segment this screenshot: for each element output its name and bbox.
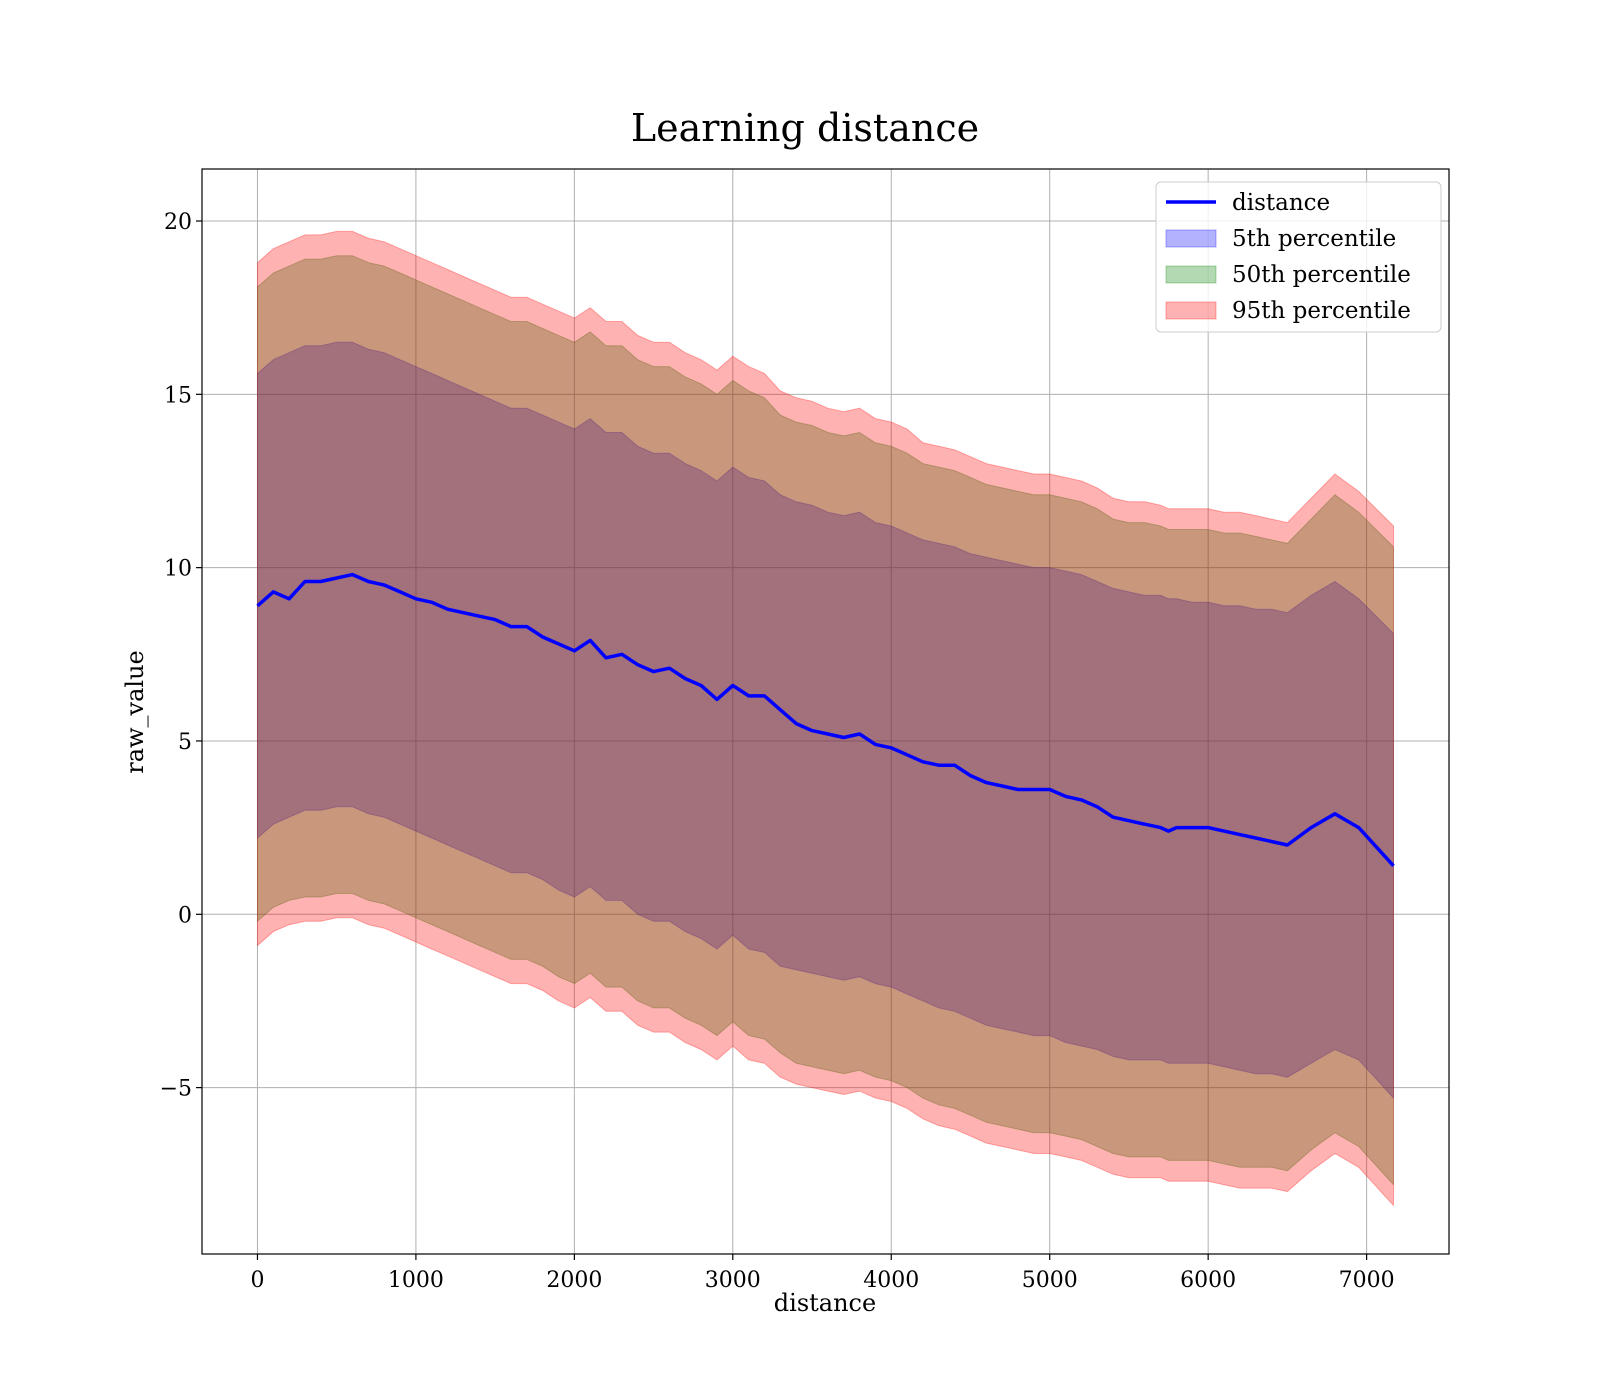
legend-label: 5th percentile <box>1232 226 1396 252</box>
x-tick-label: 6000 <box>1180 1268 1236 1293</box>
y-tick-label: 5 <box>178 730 192 755</box>
y-tick-label: −5 <box>160 1077 192 1102</box>
legend: distance 5th percentile 50th percentile 95t… <box>1155 181 1442 333</box>
band-50th-percentile <box>257 255 1394 1186</box>
x-tick-label: 5000 <box>1022 1268 1078 1293</box>
x-tick-label: 3000 <box>705 1268 761 1293</box>
axes-frame <box>201 168 1450 1255</box>
percentile-bands <box>257 230 1394 1207</box>
x-tick-label: 1000 <box>388 1268 444 1293</box>
x-tick-label: 7000 <box>1339 1268 1395 1293</box>
legend-swatch <box>1165 229 1217 248</box>
legend-box <box>1155 181 1442 333</box>
band-5th-percentile <box>257 341 1394 1100</box>
x-axis-label: distance <box>774 1289 876 1317</box>
y-tick-label: 20 <box>164 210 192 235</box>
chart-title: Learning distance <box>631 106 979 150</box>
x-axis-ticks: 0 1000 2000 3000 4000 5000 6000 7000 <box>250 1254 1395 1293</box>
x-tick-label: 0 <box>250 1268 264 1293</box>
x-tick-label: 2000 <box>546 1268 602 1293</box>
y-tick-label: 0 <box>178 903 192 928</box>
legend-swatch <box>1165 301 1217 320</box>
y-tick-label: 15 <box>164 383 192 408</box>
legend-swatch <box>1165 265 1217 284</box>
legend-label: 50th percentile <box>1232 262 1411 288</box>
y-axis-label: raw_value <box>121 650 149 774</box>
series-line-distance <box>256 572 1395 867</box>
y-tick-label: 10 <box>164 557 192 582</box>
distance-line-layer <box>256 572 1395 867</box>
legend-label: distance <box>1232 190 1330 216</box>
x-tick-label: 4000 <box>863 1268 919 1293</box>
grid <box>202 169 1449 1254</box>
legend-label: 95th percentile <box>1232 298 1411 324</box>
band-95th-percentile <box>257 230 1394 1207</box>
y-axis-ticks: −5 0 5 10 15 20 <box>160 210 202 1102</box>
